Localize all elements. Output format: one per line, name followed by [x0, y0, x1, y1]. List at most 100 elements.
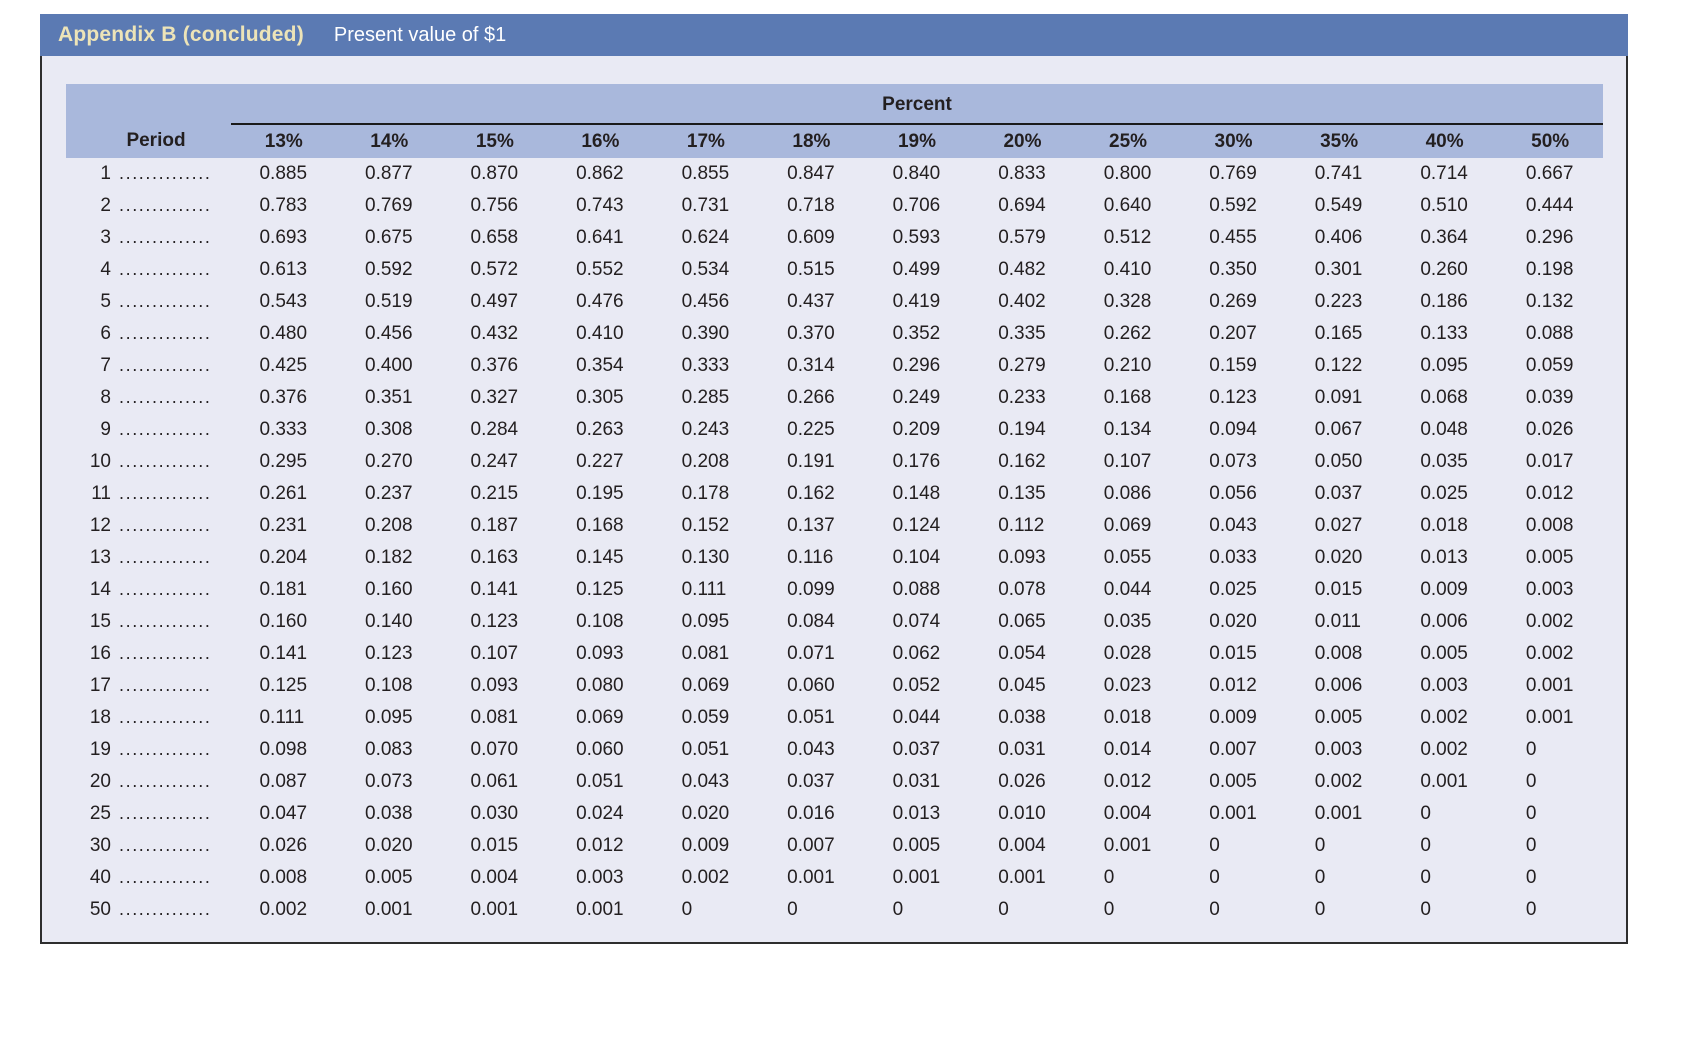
pv-value-cell: 0.093: [442, 670, 548, 702]
pv-value: 0.455: [1209, 227, 1257, 248]
period-cell: 14....................................: [66, 574, 231, 606]
pv-value: 0.225: [787, 419, 835, 440]
pv-value: 0.054: [998, 643, 1046, 664]
pv-value: 0.769: [1209, 163, 1257, 184]
table-row: 6.................................... 0.4…: [66, 318, 1603, 350]
pv-value-cell: 0.094: [1181, 414, 1287, 446]
pv-value: 0.223: [1314, 291, 1363, 312]
table-row: 16.................................... 0.…: [66, 638, 1603, 670]
pv-value: 0.062: [892, 643, 941, 664]
pv-value-cell: 0.160: [337, 574, 443, 606]
pv-value-cell: 0.002: [1286, 766, 1392, 798]
pv-value: 0.731: [681, 195, 730, 216]
pv-value-cell: 0.006: [1392, 606, 1498, 638]
pv-value: 0.078: [998, 579, 1046, 600]
pv-value-cell: 0.123: [442, 606, 548, 638]
table-row: 19.................................... 0.…: [66, 734, 1603, 766]
pv-value-cell: 0: [1286, 894, 1392, 926]
pv-value: 0.015: [470, 835, 519, 856]
pv-value: 0.718: [787, 195, 835, 216]
pv-value-cell: 0.376: [442, 350, 548, 382]
pv-value-cell: 0.069: [548, 702, 654, 734]
pv-value: 0.005: [1420, 643, 1468, 664]
pv-value: 0.122: [1314, 355, 1363, 376]
pv-value-cell: 0.351: [337, 382, 443, 414]
pv-value-cell: 0.009: [653, 830, 759, 862]
pv-value: 0.095: [681, 611, 730, 632]
pv-value-cell: 0.862: [548, 158, 654, 190]
pv-value-cell: 0: [1392, 862, 1498, 894]
table-row: 7.................................... 0.4…: [66, 350, 1603, 382]
pv-value-cell: 0.112: [970, 510, 1076, 542]
pv-value-cell: 0.769: [337, 190, 443, 222]
period-number: 14: [89, 579, 111, 600]
pv-value: 0: [1525, 771, 1537, 792]
pv-value: 0.012: [1209, 675, 1257, 696]
percent-column-header: 18%: [792, 130, 831, 152]
pv-value: 0.227: [576, 451, 624, 472]
pv-value: 0.005: [1314, 707, 1363, 728]
pv-value: 0.194: [998, 419, 1046, 440]
pv-value-cell: 0.314: [759, 350, 865, 382]
pv-value: 0.279: [998, 355, 1046, 376]
appendix-title: Appendix B (concluded): [58, 23, 304, 46]
pv-value-cell: 0.001: [1497, 702, 1603, 734]
pv-value-cell: 0.083: [337, 734, 443, 766]
pv-value-cell: 0.060: [759, 670, 865, 702]
pv-value-cell: 0.020: [337, 830, 443, 862]
pv-value-cell: 0.207: [1181, 318, 1287, 350]
pv-value-cell: 0.350: [1181, 254, 1287, 286]
pv-value-cell: 0.247: [442, 446, 548, 478]
pv-value-cell: 0.210: [1075, 350, 1181, 382]
pv-value-cell: 0.209: [864, 414, 970, 446]
period-number: 25: [89, 803, 111, 824]
pv-value: 0.135: [998, 483, 1046, 504]
pv-value: 0.071: [787, 643, 835, 664]
pv-value: 0.499: [892, 259, 941, 280]
pv-value-cell: 0.406: [1286, 222, 1392, 254]
pv-value-cell: 0.031: [864, 766, 970, 798]
pv-value: 0.038: [998, 707, 1046, 728]
pv-value-cell: 0.004: [1075, 798, 1181, 830]
pv-value-cell: 0.512: [1075, 222, 1181, 254]
pv-value: 0: [1525, 803, 1537, 824]
pv-value: 0.210: [1103, 355, 1152, 376]
pv-value: 0.060: [787, 675, 835, 696]
pv-value-cell: 0: [1075, 862, 1181, 894]
pv-value-cell: 0.107: [1075, 446, 1181, 478]
pv-value: 0.033: [1209, 547, 1257, 568]
pv-value-cell: 0.364: [1392, 222, 1498, 254]
pv-value-cell: 0.030: [442, 798, 548, 830]
pv-value: 0.168: [576, 515, 624, 536]
pv-value: 0.087: [259, 771, 308, 792]
pv-value-cell: 0.327: [442, 382, 548, 414]
period-cell: 8....................................: [66, 382, 231, 414]
pv-value: 0.093: [576, 643, 624, 664]
pv-value: 0.051: [576, 771, 624, 792]
pv-value: 0.007: [1209, 739, 1257, 760]
pv-value: 0.038: [365, 803, 413, 824]
pv-value-cell: 0.510: [1392, 190, 1498, 222]
pv-value: 0.800: [1103, 163, 1152, 184]
pv-value-cell: 0.056: [1181, 478, 1287, 510]
percent-column-header: 15%: [475, 130, 514, 152]
pv-value-cell: 0.718: [759, 190, 865, 222]
pv-value: 0.743: [576, 195, 624, 216]
pv-value: 0.084: [787, 611, 835, 632]
table-row: 13.................................... 0.…: [66, 542, 1603, 574]
pv-value: 0.045: [998, 675, 1046, 696]
pv-value: 0.482: [998, 259, 1046, 280]
pv-value-cell: 0.001: [337, 894, 443, 926]
table-row: 4.................................... 0.6…: [66, 254, 1603, 286]
pv-value: 0.024: [576, 803, 624, 824]
pv-value: 0.067: [1314, 419, 1363, 440]
pv-value-cell: 0.123: [1181, 382, 1287, 414]
pv-value-cell: 0.885: [231, 158, 337, 190]
pv-value: 0.370: [787, 323, 835, 344]
pv-value-cell: 0.186: [1392, 286, 1498, 318]
pv-value-cell: 0.002: [1392, 702, 1498, 734]
pv-value-cell: 0.543: [231, 286, 337, 318]
dot-leader: ....................................: [119, 835, 213, 855]
pv-value: 0.181: [259, 579, 308, 600]
pv-value: 0.204: [259, 547, 308, 568]
